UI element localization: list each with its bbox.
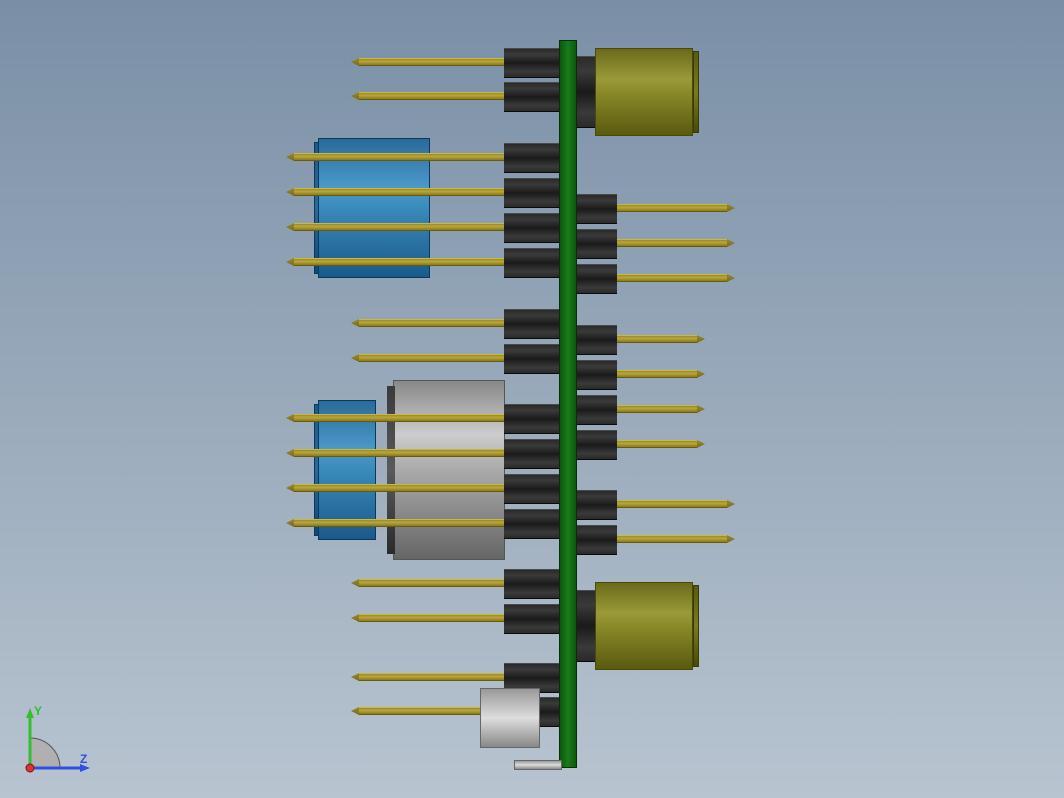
header-pin-right bbox=[617, 204, 727, 212]
pin-header-housing bbox=[504, 143, 559, 173]
pin-header-housing bbox=[577, 360, 617, 390]
pin-header-housing bbox=[504, 178, 559, 208]
header-pin-right bbox=[617, 405, 697, 413]
pin-tip bbox=[286, 258, 294, 266]
axis-triad[interactable]: Y Z bbox=[20, 708, 90, 778]
header-pin-right bbox=[617, 535, 727, 543]
olive-connector bbox=[595, 582, 693, 670]
pin-tip bbox=[727, 239, 735, 247]
header-pin-right bbox=[617, 500, 727, 508]
pin-header-housing bbox=[504, 569, 559, 599]
pin-tip bbox=[286, 484, 294, 492]
header-pin-left bbox=[294, 223, 504, 231]
olive-connector-cap bbox=[693, 585, 699, 667]
header-pin-left bbox=[294, 449, 504, 457]
header-pin-left bbox=[294, 519, 504, 527]
header-pin-left bbox=[359, 673, 504, 681]
pin-tip bbox=[727, 500, 735, 508]
olive-connector-cap bbox=[693, 51, 699, 133]
pin-header-housing bbox=[504, 404, 559, 434]
z-axis-label: Z bbox=[80, 752, 87, 766]
pin-header-housing bbox=[504, 213, 559, 243]
header-pin-left bbox=[294, 414, 504, 422]
pin-tip bbox=[351, 354, 359, 362]
header-pin-right bbox=[617, 335, 697, 343]
header-pin-left bbox=[359, 92, 504, 100]
pin-tip bbox=[727, 535, 735, 543]
olive-connector bbox=[595, 48, 693, 136]
pin-header-housing bbox=[504, 82, 559, 112]
pin-header-housing bbox=[577, 395, 617, 425]
pin-tip bbox=[351, 92, 359, 100]
pin-header-housing bbox=[504, 604, 559, 634]
header-pin-right bbox=[617, 239, 727, 247]
pin-header-housing bbox=[504, 474, 559, 504]
pin-header-housing bbox=[577, 264, 617, 294]
pin-tip bbox=[286, 223, 294, 231]
pin-tip bbox=[727, 204, 735, 212]
pin-tip bbox=[351, 579, 359, 587]
header-pin-left bbox=[294, 153, 504, 161]
pin-header-housing bbox=[577, 430, 617, 460]
pin-header-housing bbox=[577, 525, 617, 555]
header-pin-left bbox=[359, 579, 504, 587]
pcb-board bbox=[559, 40, 577, 768]
pin-tip bbox=[697, 370, 705, 378]
pin-header-housing bbox=[577, 229, 617, 259]
pin-tip bbox=[697, 440, 705, 448]
header-pin-left bbox=[294, 484, 504, 492]
gray-cylinder bbox=[393, 380, 505, 560]
pin-tip bbox=[351, 58, 359, 66]
pin-header-housing bbox=[577, 325, 617, 355]
header-pin-left bbox=[359, 319, 504, 327]
pin-header-housing bbox=[577, 194, 617, 224]
connector-base bbox=[577, 56, 595, 128]
pin-tip bbox=[286, 153, 294, 161]
pin-header-housing bbox=[577, 490, 617, 520]
pin-tip bbox=[286, 519, 294, 527]
silver-component bbox=[480, 688, 540, 748]
pin-header-housing bbox=[504, 439, 559, 469]
pin-tip bbox=[286, 188, 294, 196]
pin-header-housing bbox=[504, 248, 559, 278]
pin-header-housing bbox=[504, 509, 559, 539]
pin-tip bbox=[286, 414, 294, 422]
pin-tip bbox=[697, 335, 705, 343]
pin-tip bbox=[286, 449, 294, 457]
silver-component bbox=[514, 760, 562, 770]
header-pin-left bbox=[359, 614, 504, 622]
header-pin-right bbox=[617, 370, 697, 378]
axis-origin-icon bbox=[30, 738, 60, 768]
pin-tip bbox=[351, 319, 359, 327]
header-pin-right bbox=[617, 440, 697, 448]
y-axis-label: Y bbox=[34, 704, 42, 718]
pin-tip bbox=[727, 274, 735, 282]
pin-header-housing bbox=[504, 309, 559, 339]
pin-tip bbox=[351, 614, 359, 622]
connector-base bbox=[577, 590, 595, 662]
cad-viewport[interactable]: Y Z bbox=[0, 0, 1064, 798]
gray-cylinder-edge bbox=[387, 386, 395, 554]
pin-tip bbox=[351, 707, 359, 715]
header-pin-left bbox=[294, 258, 504, 266]
header-pin-left bbox=[359, 58, 504, 66]
pin-header-housing bbox=[504, 48, 559, 78]
pin-header-housing bbox=[504, 344, 559, 374]
header-pin-left bbox=[294, 188, 504, 196]
header-pin-left bbox=[359, 354, 504, 362]
pin-tip bbox=[351, 673, 359, 681]
header-pin-right bbox=[617, 274, 727, 282]
x-axis-icon bbox=[26, 764, 34, 772]
pin-tip bbox=[697, 405, 705, 413]
